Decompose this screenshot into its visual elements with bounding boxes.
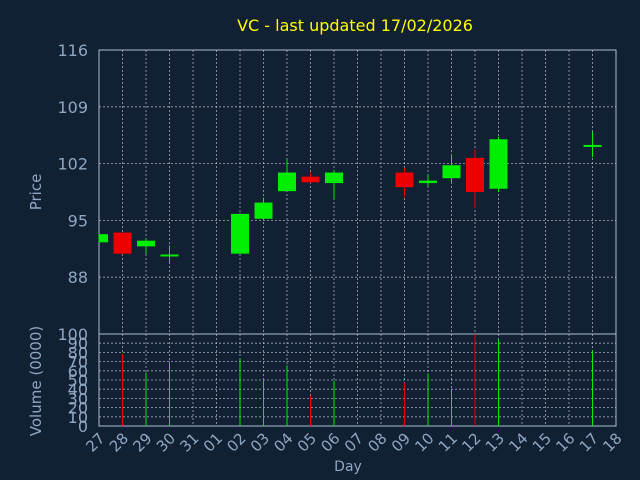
x-tick-label: 12 — [458, 429, 484, 455]
candle-body — [325, 172, 343, 184]
volume-tick-label: 100 — [57, 325, 88, 344]
candle-body — [254, 202, 273, 219]
chart-title: VC - last updated 17/02/2026 — [237, 16, 473, 35]
volume-tick-label: 50 — [68, 371, 88, 390]
volume-tick-label: 0 — [78, 417, 88, 436]
x-tick-label: 11 — [435, 429, 461, 455]
x-axis-label: Day — [334, 459, 362, 475]
volume-tick-label: 70 — [68, 353, 88, 372]
volume-plot-frame — [98, 333, 617, 427]
candle-body — [231, 213, 249, 254]
volume-bars — [122, 334, 593, 426]
x-tick-label: 18 — [599, 429, 625, 455]
x-tick-label: 29 — [129, 429, 155, 455]
x-tick-label: 14 — [505, 429, 531, 455]
candle-body — [113, 232, 132, 254]
volume-axis-label: Volume (0000) — [27, 326, 45, 436]
volume-tick-label: 40 — [68, 380, 88, 399]
x-tick-label: 10 — [411, 429, 437, 455]
candle-body — [583, 144, 602, 147]
volume-tick-label: 30 — [68, 389, 88, 408]
volume-tick-label: 60 — [68, 362, 88, 381]
price-tick-label: 88 — [68, 268, 88, 287]
price-tick-label: 109 — [57, 98, 88, 117]
x-tick-label: 15 — [529, 429, 555, 455]
price-tick-label: 116 — [57, 41, 88, 60]
x-tick-label: 17 — [576, 429, 602, 455]
candle-body — [419, 180, 437, 184]
x-tick-label: 05 — [294, 429, 320, 455]
candlesticks — [98, 131, 602, 263]
x-tick-label: 31 — [176, 429, 202, 455]
candle-body — [160, 254, 179, 257]
volume-tick-label: 90 — [68, 334, 88, 353]
x-tick-label: 03 — [247, 429, 273, 455]
volume-tick-label: 20 — [68, 399, 88, 418]
x-tick-label: 04 — [270, 429, 296, 455]
axis-ticks: 8895102109116010203040506070809010027282… — [57, 41, 625, 456]
x-tick-label: 07 — [341, 429, 367, 455]
x-tick-label: 06 — [317, 429, 343, 455]
x-tick-label: 13 — [482, 429, 508, 455]
volume-tick-label: 80 — [68, 343, 88, 362]
candle-body — [489, 139, 508, 189]
grid — [99, 50, 616, 426]
candle-body — [137, 240, 155, 247]
x-tick-label: 02 — [223, 429, 249, 455]
x-tick-label: 16 — [552, 429, 578, 455]
candle-body — [466, 157, 484, 192]
candle-body — [395, 172, 414, 188]
volume-tick-label: 10 — [68, 408, 88, 427]
price-tick-label: 95 — [68, 211, 88, 230]
x-tick-label: 08 — [364, 429, 390, 455]
candle-body — [99, 234, 108, 243]
x-tick-label: 01 — [200, 429, 226, 455]
price-tick-label: 102 — [57, 155, 88, 174]
x-tick-label: 28 — [106, 429, 132, 455]
x-tick-label: 09 — [388, 429, 414, 455]
x-tick-label: 30 — [153, 429, 179, 455]
candle-body — [301, 176, 320, 183]
candle-body — [442, 165, 461, 179]
candle-body — [278, 172, 296, 192]
price-axis-label: Price — [27, 174, 45, 211]
